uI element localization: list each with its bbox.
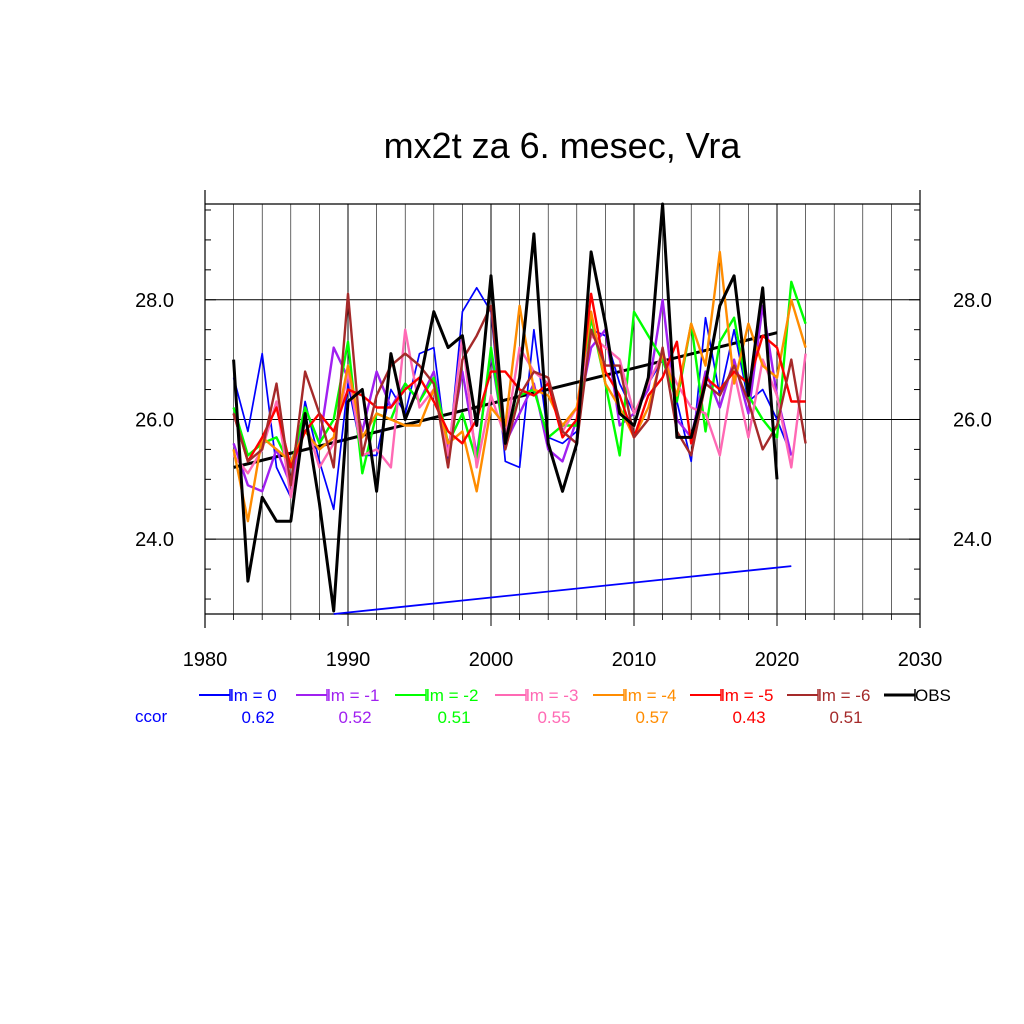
legend: lm = 0 0.62 lm = -1 0.52 lm = -2 0.51 lm = -3 0… (135, 686, 951, 727)
legend-label: lm = -4 (624, 686, 676, 705)
x-tick-label: 1990 (326, 649, 371, 671)
series-line-5 (232, 292, 806, 469)
y-tick-label-left: 28.0 (135, 290, 174, 312)
x-tick-label: 1980 (183, 649, 228, 671)
legend-label: lm = -5 (721, 686, 773, 705)
ccor-value: 0.43 (732, 708, 765, 727)
x-tick-label: 2010 (612, 649, 657, 671)
ccor-value: 0.51 (437, 708, 470, 727)
legend-label: lm = -3 (526, 686, 578, 705)
ccor-value: 0.55 (537, 708, 570, 727)
legend-label: lm = -1 (327, 686, 379, 705)
series-line-4 (232, 250, 807, 523)
series-line-1 (232, 298, 793, 493)
x-tick-label: 2000 (469, 649, 514, 671)
y-tick-label-right: 24.0 (953, 529, 992, 551)
x-tick-label: 2030 (898, 649, 943, 671)
y-tick-label-right: 26.0 (953, 409, 992, 431)
ccor-label: ccor (135, 707, 167, 726)
ccor-value: 0.57 (635, 708, 668, 727)
ccor-value: 0.51 (829, 708, 862, 727)
y-tick-label-left: 26.0 (135, 409, 174, 431)
trend-line (333, 565, 792, 615)
legend-label: lm = -2 (426, 686, 478, 705)
y-tick-label-left: 24.0 (135, 529, 174, 551)
series-line-6 (232, 292, 807, 487)
series-line-0 (232, 286, 793, 511)
y-tick-label-right: 28.0 (953, 290, 992, 312)
legend-label: OBS (915, 686, 951, 705)
ccor-value: 0.62 (241, 708, 274, 727)
ccor-value: 0.52 (338, 708, 371, 727)
chart-title: mx2t za 6. mesec, Vra (384, 125, 742, 166)
series-line-7 (232, 202, 779, 613)
grid-layer (205, 204, 920, 614)
legend-label: lm = -6 (818, 686, 870, 705)
legend-label: lm = 0 (230, 686, 277, 705)
series-layer (232, 202, 807, 613)
x-tick-label: 2020 (755, 649, 800, 671)
axis-layer: 1980 1990 2000 2010 2020 2030 24.0 24.0 26.0 26.0… (135, 190, 992, 671)
